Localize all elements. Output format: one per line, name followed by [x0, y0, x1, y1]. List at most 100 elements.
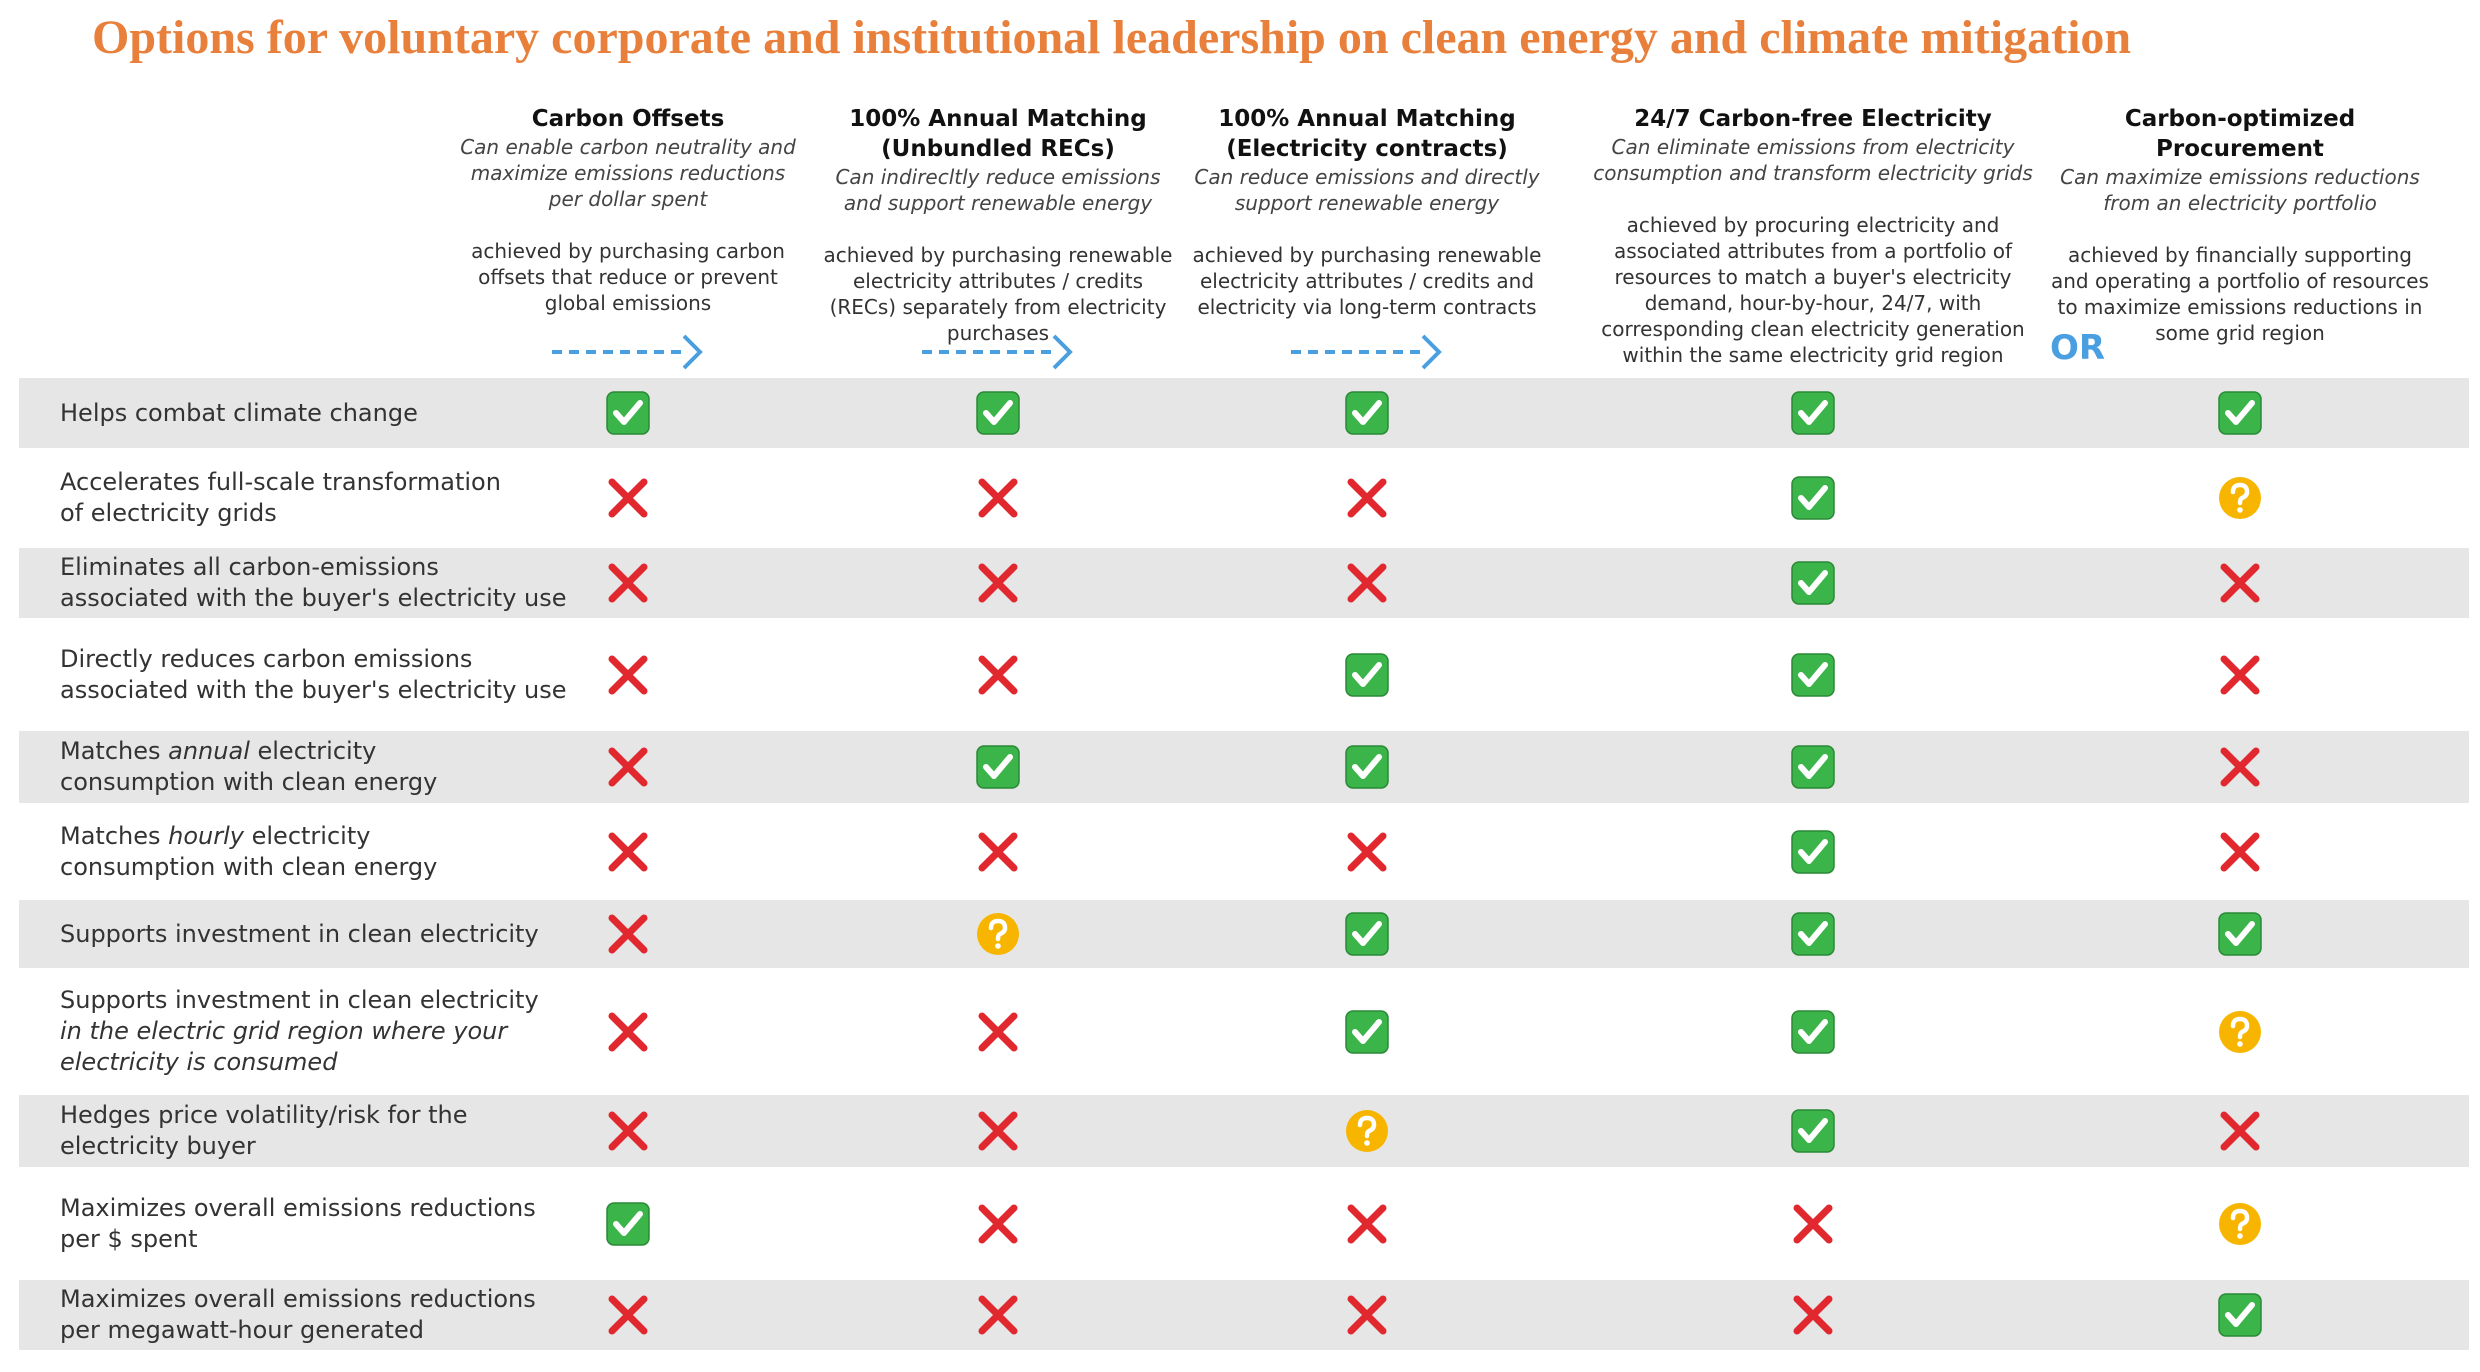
label-text: Matches	[60, 821, 169, 850]
status-icon	[1791, 745, 1835, 789]
label-text: per $ spent	[60, 1224, 198, 1253]
status-icon	[978, 1111, 1018, 1151]
column-tagline: Can reduce emissions and directly suppor…	[1194, 165, 1540, 215]
row-label: Matches hourly electricity consumption wi…	[60, 821, 437, 883]
status-icon	[978, 563, 1018, 603]
label-text: Helps combat climate change	[60, 398, 418, 427]
arrow	[1291, 334, 1442, 370]
label-text: hourly	[168, 821, 244, 850]
column-tagline: Can enable carbon neutrality and maximiz…	[460, 135, 796, 211]
status-icon	[1791, 476, 1835, 520]
row-band	[19, 731, 2469, 803]
status-icon	[1793, 1295, 1833, 1335]
row-label: Accelerates full-scale transformation of …	[60, 467, 501, 529]
column-header: Carbon-optimized Procurement Can maximize…	[2050, 104, 2430, 346]
status-icon	[2218, 391, 2262, 435]
status-icon	[1345, 652, 1389, 697]
status-icon	[1347, 478, 1387, 518]
row-band	[19, 1280, 2469, 1350]
label-text: Maximizes overall emissions reductions	[60, 1285, 536, 1313]
column-header: 100% Annual Matching (Unbundled RECs) Can…	[818, 104, 1178, 346]
status-icon	[978, 1295, 1018, 1335]
status-icon	[1793, 1204, 1833, 1243]
row-label-line: of electricity grids	[60, 498, 501, 529]
status-icon	[978, 478, 1018, 518]
row-label: Maximizes overall emissions reductions pe…	[60, 1284, 536, 1346]
status-icon	[2218, 1293, 2262, 1337]
column-tagline: Can maximize emissions reductions from a…	[2060, 165, 2420, 215]
row-label-line: Maximizes overall emissions reductions	[60, 1284, 536, 1315]
status-icon	[2220, 747, 2260, 787]
status-icon	[1345, 745, 1389, 789]
label-text: Matches	[60, 737, 169, 765]
label-text: electricity	[249, 737, 377, 765]
row-label: Maximizes overall emissions reductions pe…	[60, 1193, 536, 1255]
status-icon	[1347, 563, 1387, 603]
column-name: 100% Annual Matching (Electricity contra…	[1218, 106, 1516, 162]
status-icon	[1346, 1110, 1388, 1152]
row-label-line: Directly reduces carbon emissions	[60, 644, 567, 675]
column-description: achieved by financially supporting and o…	[2051, 243, 2429, 345]
status-icon	[1791, 561, 1835, 605]
column-name: Carbon-optimized Procurement	[2124, 106, 2356, 162]
row-label-line: Maximizes overall emissions reductions	[60, 1193, 536, 1224]
column-header: 100% Annual Matching (Electricity contra…	[1192, 104, 1542, 320]
row-label-line: consumption with clean energy	[60, 852, 437, 883]
status-icon	[606, 391, 650, 435]
label-text: annual	[168, 737, 250, 765]
status-icon	[2220, 563, 2260, 603]
status-icon	[2220, 832, 2260, 871]
column-tagline: Can eliminate emissions from electricity…	[1593, 135, 2033, 185]
row-label-line: in the electric grid region where your	[60, 1016, 539, 1047]
status-icon	[2220, 655, 2260, 694]
column-description: achieved by purchasing carbon offsets th…	[471, 239, 785, 315]
column-name: 100% Annual Matching (Unbundled RECs)	[849, 106, 1147, 162]
row-label: Hedges price volatility/risk for the elec…	[60, 1100, 468, 1162]
status-icon	[1791, 1009, 1835, 1054]
column-header: 24/7 Carbon-free Electricity Can eliminat…	[1578, 104, 2048, 368]
row-label-line: associated with the buyer's electricity …	[60, 675, 567, 706]
row-label-line: Supports investment in clean electricity	[60, 919, 539, 950]
column-name: Carbon Offsets	[531, 106, 725, 132]
arrow	[922, 334, 1073, 370]
row-label-line: consumption with clean energy	[60, 767, 437, 798]
status-icon	[2220, 1111, 2260, 1151]
row-label-line: Supports investment in clean electricity	[60, 985, 539, 1016]
status-icon	[608, 747, 648, 787]
label-text: per megawatt-hour generated	[60, 1316, 424, 1344]
row-label-line: per megawatt-hour generated	[60, 1315, 536, 1346]
row-label: Supports investment in clean electricity…	[60, 985, 539, 1078]
status-icon	[978, 832, 1018, 871]
row-label-line: Helps combat climate change	[60, 398, 418, 429]
label-text: associated with the buyer's electricity …	[60, 584, 567, 612]
label-text: of electricity grids	[60, 499, 277, 527]
label-text: Accelerates full-scale transformation	[60, 468, 501, 496]
status-icon	[978, 1204, 1018, 1243]
label-text: Directly reduces carbon emissions	[60, 644, 473, 673]
status-icon	[976, 391, 1020, 435]
row-label-line: associated with the buyer's electricity …	[60, 583, 567, 614]
row-label-line: per $ spent	[60, 1224, 536, 1255]
title: Options for voluntary corporate and inst…	[92, 11, 2132, 64]
status-icon	[1791, 1109, 1835, 1153]
status-icon	[608, 1111, 648, 1151]
label-text: associated with the buyer's electricity …	[60, 675, 567, 704]
column-tagline: Can indirecltly reduce emissions and sup…	[835, 165, 1161, 215]
status-icon	[2219, 1202, 2261, 1245]
row-band	[19, 548, 2469, 618]
row-label-line: electricity buyer	[60, 1131, 468, 1162]
or-label: OR	[2050, 328, 2106, 368]
label-text: electricity buyer	[60, 1132, 256, 1160]
label-text: Supports investment in clean electricity	[60, 919, 539, 948]
status-icon	[1791, 652, 1835, 697]
row-label: Helps combat climate change	[60, 398, 418, 429]
status-icon	[977, 913, 1019, 955]
status-icon	[608, 1012, 648, 1051]
status-icon	[606, 1201, 650, 1246]
status-icon	[1345, 912, 1389, 956]
status-icon	[2219, 1010, 2261, 1053]
status-icon	[1345, 391, 1389, 435]
row-label: Eliminates all carbon-emissions associate…	[60, 552, 567, 614]
status-icon	[1791, 391, 1835, 435]
